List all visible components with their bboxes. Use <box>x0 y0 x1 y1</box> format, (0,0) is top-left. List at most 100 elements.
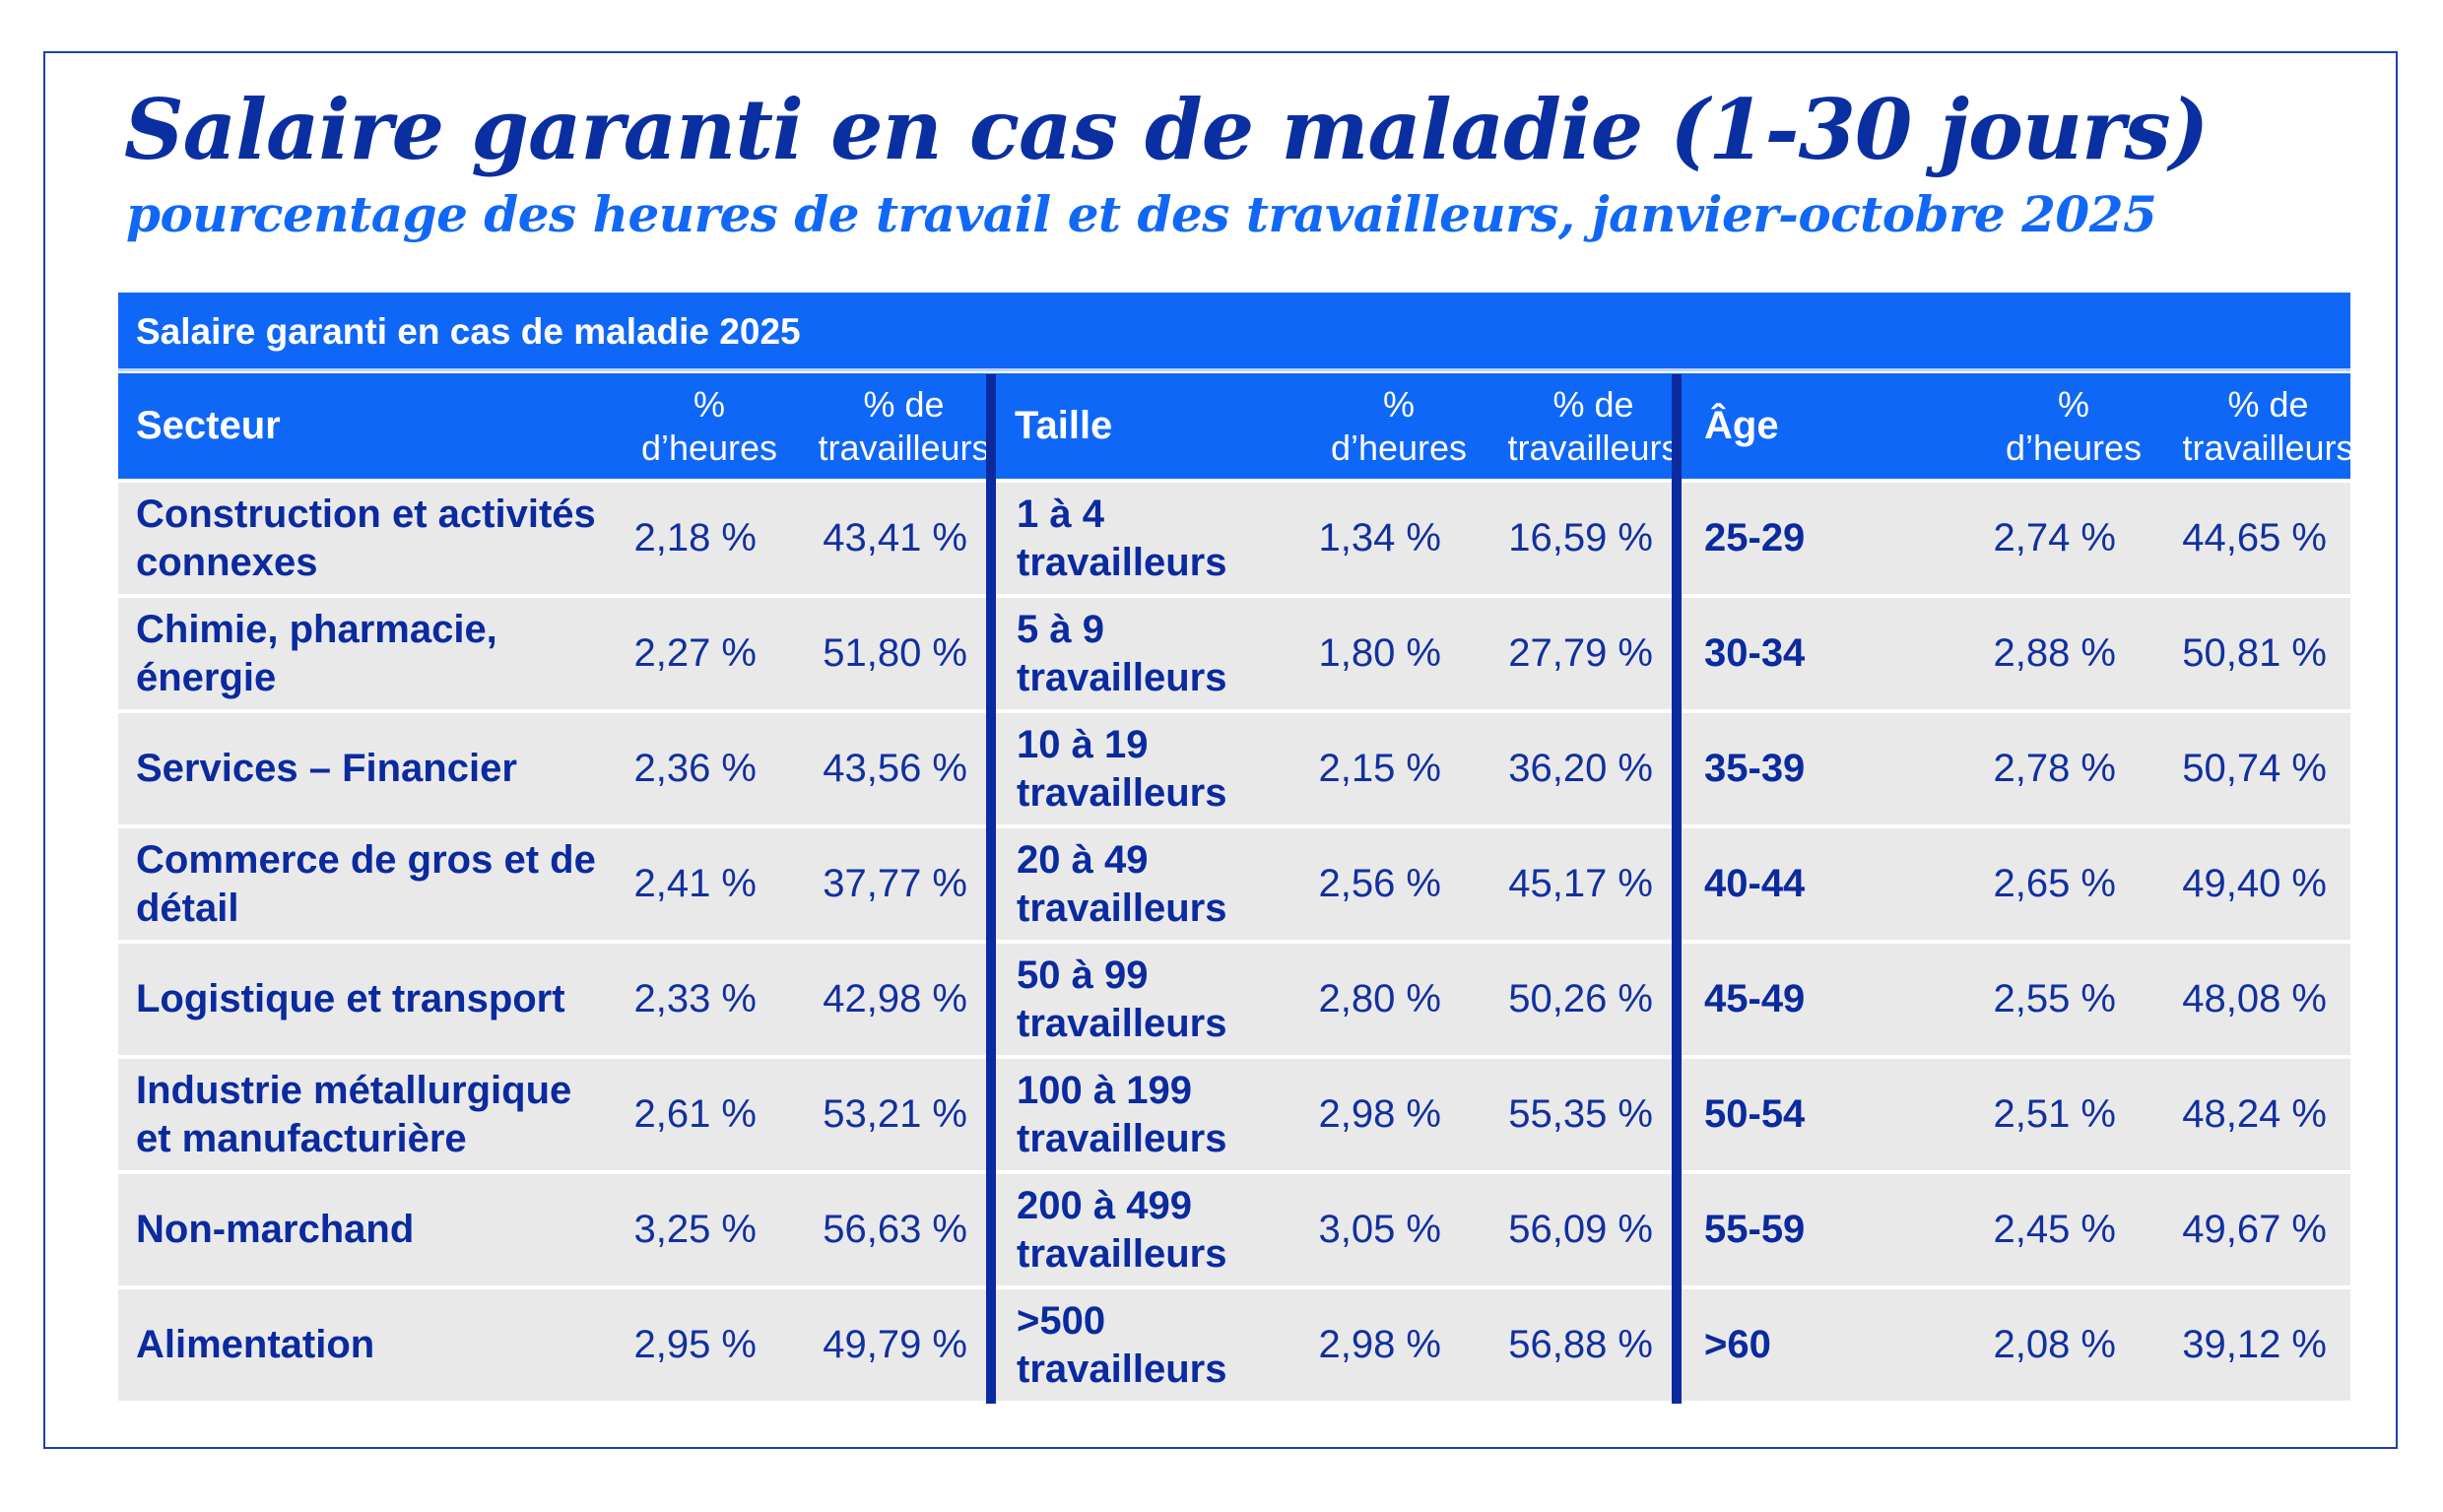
header-age-workers: % de travailleurs <box>2162 373 2374 479</box>
header-sector-hours: % d’heures <box>611 373 808 479</box>
cell-age-hours: 2,65 % <box>1993 862 2116 905</box>
header-size: Taille <box>1015 404 1113 447</box>
cell-size: 1 à 4 travailleurs <box>1017 492 1227 584</box>
cell-sector: Construction et activités connexes <box>136 492 596 584</box>
column-group-divider <box>1672 374 1682 1404</box>
cell-size: >500 travailleurs <box>1017 1298 1227 1391</box>
header-hours-line1: % <box>2057 383 2089 425</box>
cell-sector: Commerce de gros et de détail <box>136 837 596 930</box>
cell-age: 40-44 <box>1704 862 1806 905</box>
table-row: Industrie métallurgique et manufacturièr… <box>118 1059 2350 1170</box>
header-size-workers: % de travailleurs <box>1487 373 1699 479</box>
cell-sector: Industrie métallurgique et manufacturièr… <box>136 1068 572 1160</box>
cell-age-workers: 50,74 % <box>2182 747 2327 790</box>
table-row: Services – Financier 2,36 % 43,56 % 10 à 19… <box>118 713 2350 824</box>
cell-sector-workers: 53,21 % <box>823 1092 967 1136</box>
cell-sector-hours: 2,36 % <box>633 747 757 790</box>
cell-age: 30-34 <box>1704 631 1806 675</box>
cell-age-hours: 2,88 % <box>1993 631 2116 675</box>
cell-sector-hours: 3,25 % <box>633 1208 757 1251</box>
cell-age-hours: 2,78 % <box>1993 747 2116 790</box>
cell-age-hours: 2,51 % <box>1993 1092 2116 1136</box>
table-row: Logistique et transport 2,33 % 42,98 % 50 à… <box>118 944 2350 1055</box>
cell-size-workers: 56,09 % <box>1508 1208 1653 1251</box>
cell-age: 25-29 <box>1704 516 1806 559</box>
cell-sector-workers: 37,77 % <box>823 862 967 905</box>
header-hours-line2: d’heures <box>1330 427 1468 468</box>
cell-sector: Alimentation <box>136 1323 375 1366</box>
header-workers-line2: travailleurs <box>2182 427 2354 468</box>
header-age: Âge <box>1704 404 1779 447</box>
cell-size-workers: 45,17 % <box>1508 862 1653 905</box>
cell-age-workers: 48,08 % <box>2182 977 2327 1020</box>
header-workers-line1: % de <box>863 383 945 425</box>
cell-size-workers: 50,26 % <box>1508 977 1653 1020</box>
cell-sector-hours: 2,95 % <box>633 1323 757 1366</box>
cell-sector-hours: 2,33 % <box>633 977 757 1020</box>
header-workers-line2: travailleurs <box>818 427 990 468</box>
cell-sector-workers: 43,41 % <box>823 516 967 559</box>
cell-age: 55-59 <box>1704 1208 1806 1251</box>
cell-size: 200 à 499 travailleurs <box>1017 1183 1227 1276</box>
cell-size-hours: 2,80 % <box>1318 977 1441 1020</box>
cell-age-workers: 48,24 % <box>2182 1092 2327 1136</box>
cell-sector: Logistique et transport <box>136 977 565 1020</box>
page-title: Salaire garanti en cas de maladie (1-30 … <box>124 81 2209 178</box>
cell-size-workers: 27,79 % <box>1508 631 1653 675</box>
cell-size-workers: 56,88 % <box>1508 1323 1653 1366</box>
cell-size-workers: 16,59 % <box>1508 516 1653 559</box>
header-hours-line1: % <box>1382 383 1415 425</box>
header-sector-workers: % de travailleurs <box>798 373 1010 479</box>
cell-sector-hours: 2,41 % <box>633 862 757 905</box>
cell-size: 50 à 99 travailleurs <box>1017 953 1227 1045</box>
cell-size-workers: 55,35 % <box>1508 1092 1653 1136</box>
cell-size-workers: 36,20 % <box>1508 747 1653 790</box>
cell-size: 20 à 49 travailleurs <box>1017 837 1227 930</box>
cell-sector-workers: 42,98 % <box>823 977 967 1020</box>
cell-age-workers: 49,67 % <box>2182 1208 2327 1251</box>
cell-sector-workers: 56,63 % <box>823 1208 967 1251</box>
cell-size: 10 à 19 travailleurs <box>1017 722 1227 815</box>
cell-size-hours: 3,05 % <box>1318 1208 1441 1251</box>
header-hours-line2: d’heures <box>640 427 778 468</box>
cell-sector-hours: 2,27 % <box>633 631 757 675</box>
cell-size-hours: 2,98 % <box>1318 1092 1441 1136</box>
cell-sector: Chimie, pharmacie, énergie <box>136 607 497 699</box>
header-hours-line2: d’heures <box>2005 427 2143 468</box>
cell-sector: Non-marchand <box>136 1208 415 1251</box>
header-hours-line1: % <box>693 383 725 425</box>
table-row: Non-marchand 3,25 % 56,63 % 200 à 499 trava… <box>118 1174 2350 1285</box>
cell-age-hours: 2,55 % <box>1993 977 2116 1020</box>
cell-age-hours: 2,74 % <box>1993 516 2116 559</box>
cell-age: 35-39 <box>1704 747 1806 790</box>
cell-size-hours: 2,98 % <box>1318 1323 1441 1366</box>
table-caption: Salaire garanti en cas de maladie 2025 <box>118 293 2350 371</box>
cell-size: 100 à 199 travailleurs <box>1017 1068 1227 1160</box>
sick-pay-table: Salaire garanti en cas de maladie 2025 S… <box>118 293 2354 1401</box>
cell-size-hours: 1,34 % <box>1318 516 1441 559</box>
cell-size: 5 à 9 travailleurs <box>1017 607 1227 699</box>
header-size-hours: % d’heures <box>1300 373 1497 479</box>
figure-frame <box>43 51 2398 1449</box>
cell-age: 45-49 <box>1704 977 1806 1020</box>
cell-age-hours: 2,45 % <box>1993 1208 2116 1251</box>
cell-age-workers: 39,12 % <box>2182 1323 2327 1366</box>
cell-age: >60 <box>1704 1323 1771 1366</box>
table-body: Construction et activités connexes 2,18 %… <box>118 483 2350 1401</box>
table-row: Alimentation 2,95 % 49,79 % >500 travailleu… <box>118 1289 2350 1401</box>
header-sector: Secteur <box>136 404 281 447</box>
header-age-hours: % d’heures <box>1975 373 2172 479</box>
cell-age-workers: 44,65 % <box>2182 516 2327 559</box>
cell-size-hours: 2,15 % <box>1318 747 1441 790</box>
table-row: Commerce de gros et de détail 2,41 % 37,77… <box>118 828 2350 940</box>
column-group-divider <box>986 374 996 1404</box>
cell-age: 50-54 <box>1704 1092 1806 1136</box>
cell-size-hours: 2,56 % <box>1318 862 1441 905</box>
cell-age-workers: 50,81 % <box>2182 631 2327 675</box>
page-subtitle: pourcentage des heures de travail et des… <box>126 185 2157 243</box>
cell-sector-hours: 2,61 % <box>633 1092 757 1136</box>
header-workers-line1: % de <box>1552 383 1634 425</box>
cell-sector: Services – Financier <box>136 747 517 790</box>
cell-sector-workers: 51,80 % <box>823 631 967 675</box>
table-header-row: Secteur % d’heures % de travailleurs Taill… <box>118 373 2354 479</box>
